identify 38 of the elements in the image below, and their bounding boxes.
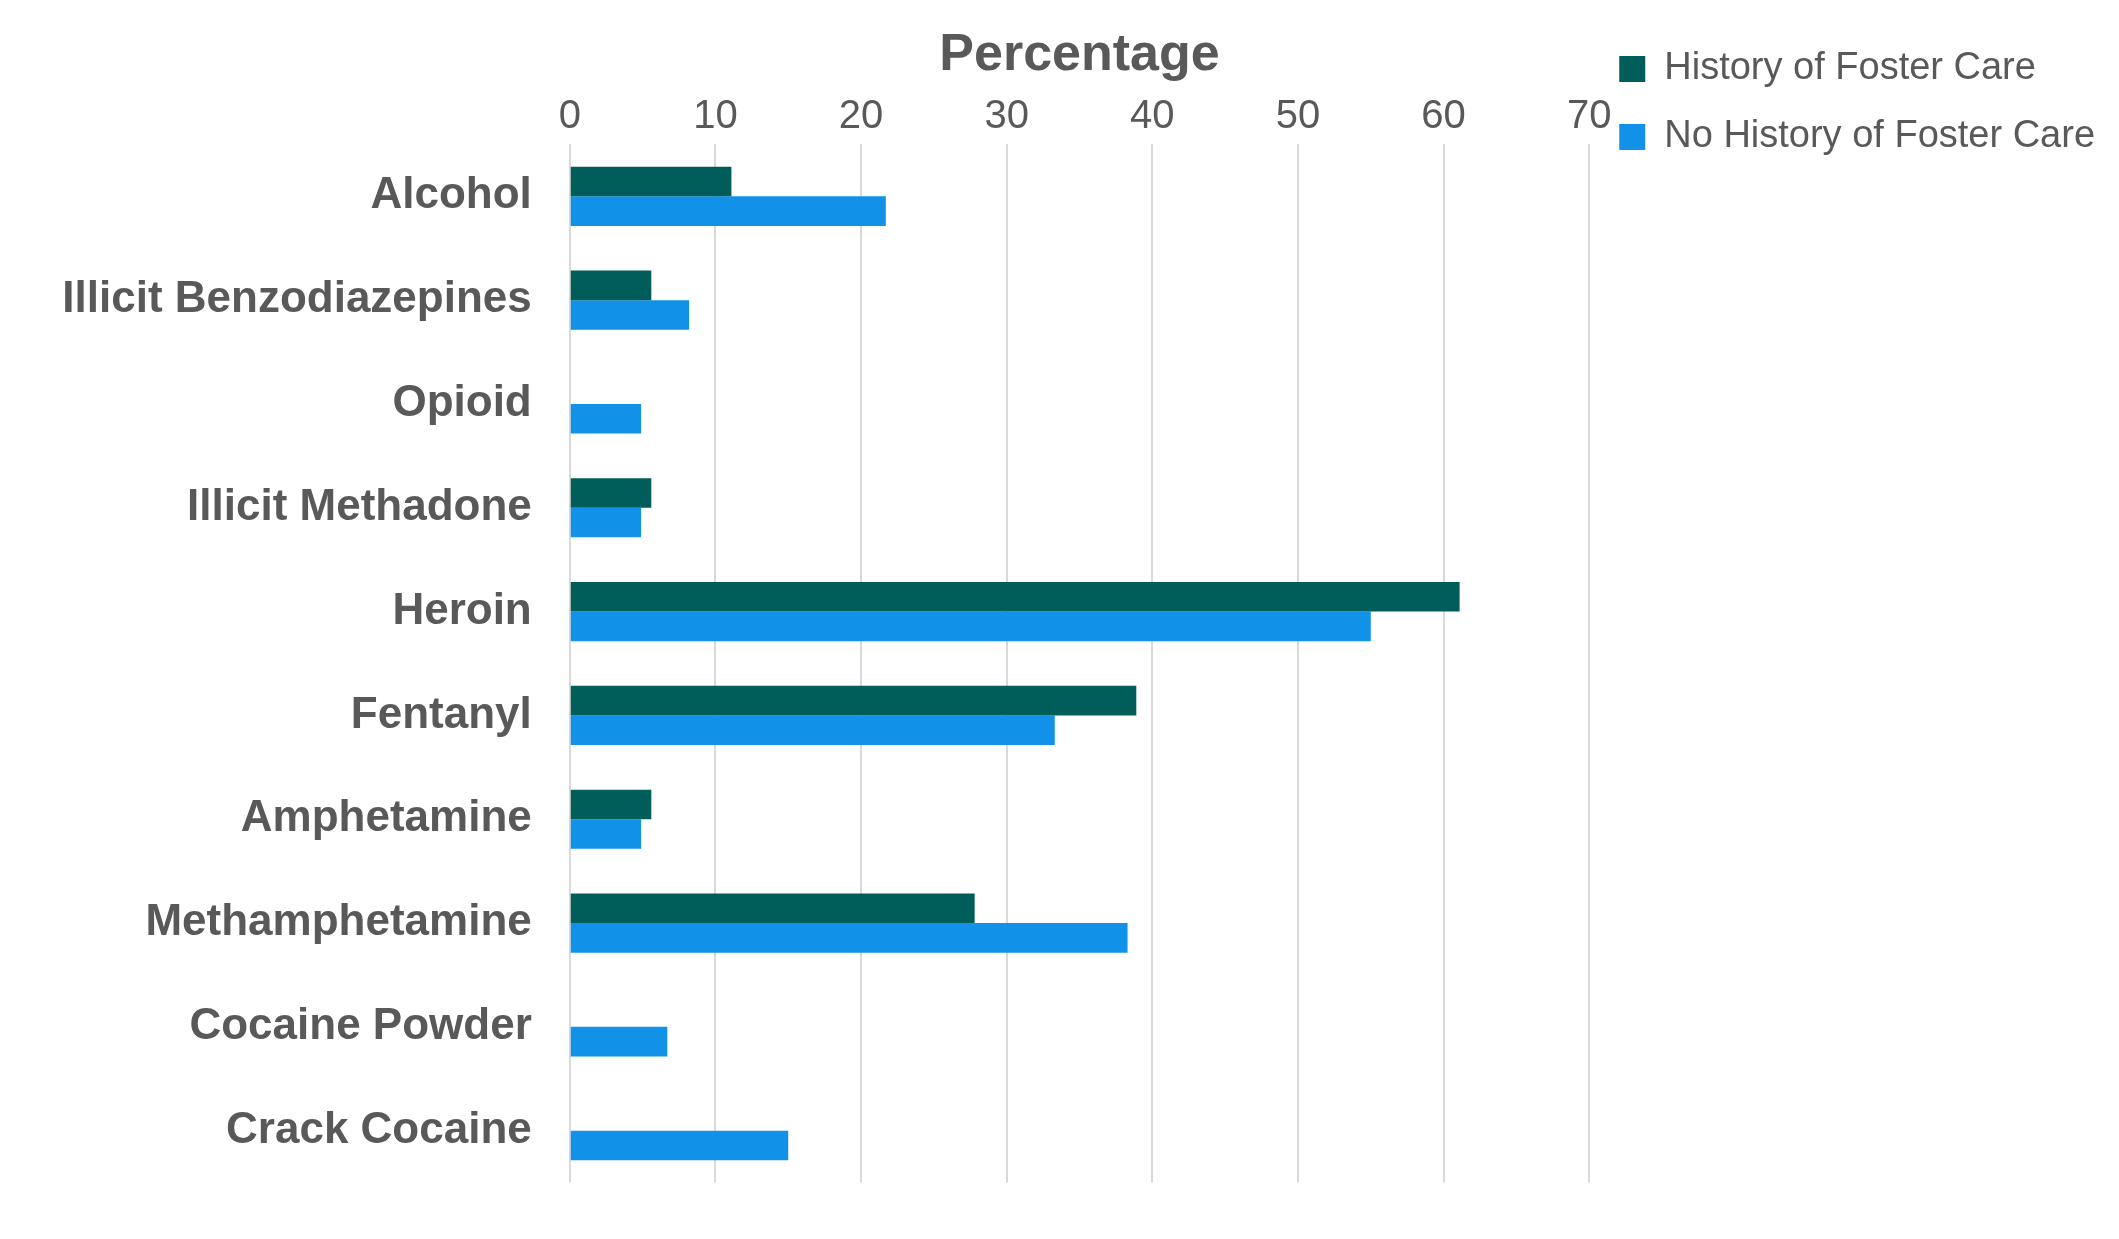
bar [570,270,652,301]
bar [570,715,1055,745]
bar [570,166,732,197]
bar [570,1026,668,1057]
y-tick-label: Cocaine Powder [189,999,532,1049]
y-tick-label: Crack Cocaine [226,1102,532,1152]
bar [570,582,1460,612]
bar [570,1130,789,1161]
x-tick-label: 10 [693,92,738,137]
y-tick-label: Opioid [392,376,532,426]
x-tick-label: 40 [1130,92,1175,137]
y-tick-label: Amphetamine [240,791,532,841]
bar [570,611,1371,642]
y-tick-label: Illicit Methadone [187,479,532,529]
bar [570,685,1137,716]
bar [570,478,652,508]
legend-label: No History of Foster Care [1664,113,2096,156]
x-tick-label: 50 [1275,92,1321,137]
bar [570,196,886,226]
x-tick-label: 20 [838,92,884,137]
y-tick-label: Fentanyl [350,687,532,737]
x-tick-label: 60 [1421,92,1466,137]
y-tick-label: Illicit Benzodiazepines [62,272,532,322]
x-tick-label: 0 [558,92,581,137]
bar [570,300,690,330]
y-tick-label: Heroin [392,583,532,633]
bar [570,789,652,820]
legend-label: History of Foster Care [1664,45,2036,88]
y-tick-label: Alcohol [370,168,532,218]
x-tick-label: 70 [1567,92,1612,137]
bar [570,893,975,924]
bar [570,403,642,434]
x-axis-title: Percentage [939,22,1220,81]
y-tick-label: Methamphetamine [145,895,532,945]
bar [570,819,642,849]
bar [570,923,1128,953]
bar [570,507,642,538]
x-tick-label: 30 [984,92,1029,137]
